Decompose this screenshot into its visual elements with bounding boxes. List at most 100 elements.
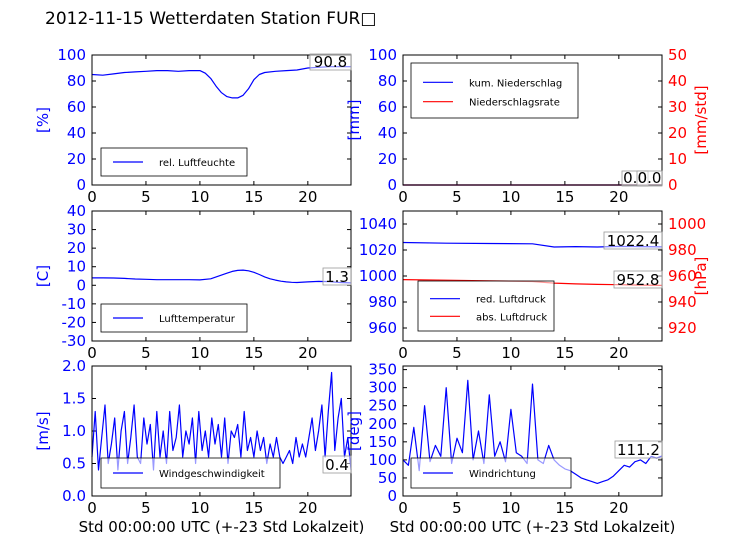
x-tick-label: 5: [141, 499, 151, 517]
y-tick-label: 40: [67, 124, 86, 142]
current-value-box: [322, 267, 352, 286]
y2-tick-label: 940: [668, 293, 697, 311]
y2-tick-label: 40: [668, 72, 687, 90]
current-value-box: [309, 53, 352, 71]
x-tick-label: 10: [501, 188, 520, 206]
x-tick-label: 15: [555, 344, 574, 362]
x-tick-label: 20: [609, 188, 628, 206]
current-value: 111.2: [614, 440, 663, 459]
x-tick-label: 15: [244, 499, 263, 517]
legend-label: rel. Luftfeuchte: [159, 158, 235, 169]
current-value-text: 952.8: [617, 271, 660, 289]
y-tick-label: 0: [76, 176, 86, 194]
panel-top-left: 0 5 10 15 20 0 20 40 60 80 100 [%] rel. Luftfeuchte 9…: [34, 46, 352, 206]
y-tick-label: 0: [76, 276, 86, 294]
x-tick-label: 15: [244, 188, 263, 206]
y-axis-label: [%]: [34, 107, 52, 133]
plot-frame: [402, 365, 663, 497]
y-tick-label: 1020: [359, 241, 397, 259]
current-value-box: [603, 231, 663, 250]
y-tick-label: 250: [368, 397, 397, 415]
current-value: 952.8: [613, 270, 663, 289]
legend-label: Lufttemperatur: [159, 314, 236, 325]
y2-tick-label: 0: [668, 176, 678, 194]
y2-axis-label: [hPa]: [692, 257, 710, 296]
current-value-text: 0.0: [638, 169, 662, 187]
y-tick-label: 1000: [359, 267, 397, 285]
panel-middle-right: 0 5 10 15 20 960 980 1000 1020 1040 920 940 960 980 10…: [359, 210, 710, 362]
x-axis-label: Std 00:00:00 UTC (+-23 Std Lokalzeit): [79, 518, 365, 536]
legend-label: abs. Luftdruck: [476, 312, 547, 323]
current-value-box: [613, 270, 663, 289]
y2-tick-label: 960: [668, 267, 697, 285]
y-tick-label: 20: [378, 150, 397, 168]
current-value: 90.8: [309, 53, 352, 71]
current-value-box: [614, 440, 663, 459]
x-tick-label: 10: [190, 188, 209, 206]
y-tick-label: 0: [387, 487, 397, 505]
x-tick-label: 0: [398, 188, 408, 206]
panel-top-right: 0 5 10 15 20 0 20 40 60 80 100 0 10 20 30 40 50 [mm] [mm/s…: [345, 46, 710, 206]
x-tick-label: 15: [555, 188, 574, 206]
legend: Windgeschwindigkeit: [100, 457, 281, 489]
current-value: 0.0: [636, 169, 663, 187]
legend-label: kum. Niederschlag: [469, 78, 562, 89]
legend-label: Windgeschwindigkeit: [159, 469, 265, 480]
y-tick-label: 1.0: [62, 422, 86, 440]
legend-box: [410, 62, 579, 119]
x-axis-label: Std 00:00:00 UTC (+-23 Std Lokalzeit): [390, 518, 676, 536]
y-tick-label: 2.0: [62, 357, 86, 375]
y-tick-label: 60: [67, 98, 86, 116]
x-tick-label: 20: [298, 188, 317, 206]
y-tick-label: 150: [368, 433, 397, 451]
x-tick-label: 20: [298, 499, 317, 517]
current-value-text: 111.2: [617, 441, 660, 459]
y-tick-label: 0.0: [62, 487, 86, 505]
current-value-text: 1.3: [325, 268, 349, 286]
series-line-1: [92, 269, 352, 284]
y-tick-label: -20: [62, 313, 87, 331]
figure-title: 2012-11-15 Wetterdaten Station FUR□: [45, 9, 377, 29]
panel-bottom-left: 0 5 10 15 20 0.0 0.5 1.0 1.5 2.0 [m/s] Std 00:00:00…: [34, 357, 364, 536]
y-tick-label: 100: [57, 46, 86, 64]
y-tick-label: 10: [67, 258, 86, 276]
y2-tick-label: 980: [668, 241, 697, 259]
x-tick-label: 10: [501, 344, 520, 362]
y-tick-label: 50: [378, 469, 397, 487]
x-tick-label: 10: [190, 499, 209, 517]
y-tick-label: -30: [62, 332, 87, 350]
y-tick-label: 200: [368, 415, 397, 433]
y-tick-label: 60: [378, 98, 397, 116]
x-tick-label: 10: [190, 344, 209, 362]
y-tick-label: 40: [378, 124, 397, 142]
current-value-text: 90.8: [314, 53, 347, 71]
y-tick-label: 100: [368, 451, 397, 469]
y2-axis-label: [mm/std]: [692, 85, 710, 154]
y-tick-label: 1040: [359, 215, 397, 233]
legend: red. Luftdruck abs. Luftdruck: [417, 280, 555, 332]
y2-tick-label: 20: [668, 124, 687, 142]
current-value-box: [636, 170, 663, 187]
y-tick-label: 980: [368, 293, 397, 311]
x-tick-label: 5: [141, 344, 151, 362]
y-tick-label: 80: [67, 72, 86, 90]
legend: rel. Luftfeuchte: [100, 147, 248, 177]
y-tick-label: 20: [67, 239, 86, 257]
y-tick-label: 20: [67, 150, 86, 168]
x-tick-label: 0: [87, 344, 97, 362]
x-tick-label: 20: [609, 499, 628, 517]
x-tick-label: 0: [398, 344, 408, 362]
plot-frame: [91, 365, 352, 497]
current-value: 1022.4: [603, 231, 663, 250]
x-tick-label: 15: [244, 344, 263, 362]
plot-frame: [91, 54, 352, 186]
x-tick-label: 10: [501, 499, 520, 517]
legend: Lufttemperatur: [100, 303, 248, 333]
y-tick-label: 1.5: [62, 390, 86, 408]
x-tick-label: 20: [298, 344, 317, 362]
y-tick-label: -10: [62, 295, 87, 313]
y-tick-label: 30: [67, 221, 86, 239]
x-tick-label: 20: [609, 344, 628, 362]
y-tick-label: 350: [368, 361, 397, 379]
